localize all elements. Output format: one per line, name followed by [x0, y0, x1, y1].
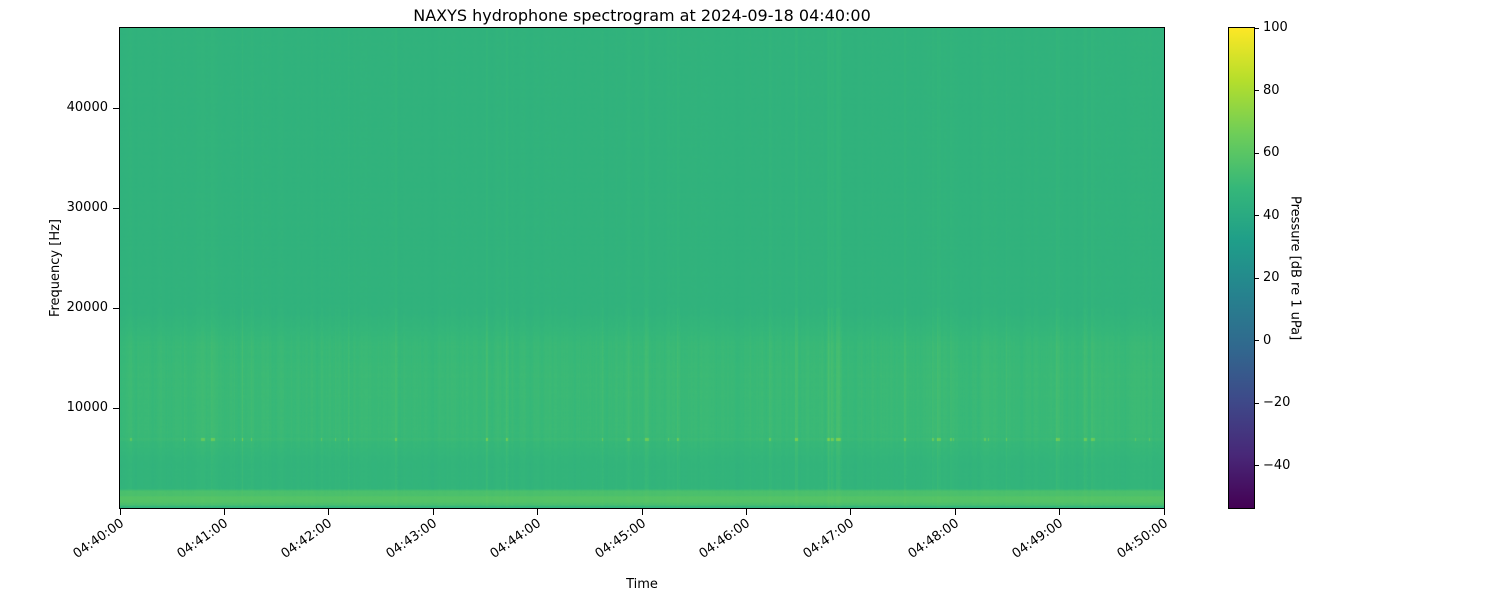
colorbar-tick-label: 60 — [1263, 145, 1280, 161]
spectrogram-heatmap — [120, 28, 1164, 508]
x-tick-mark — [537, 509, 539, 515]
x-tick-label: 04:41:00 — [174, 516, 232, 562]
colorbar-tick-mark — [1255, 465, 1259, 467]
y-tick-mark — [113, 307, 119, 309]
plot-area — [119, 27, 1165, 509]
colorbar-tick-label: 0 — [1263, 332, 1272, 348]
colorbar-tick-mark — [1255, 27, 1259, 29]
colorbar-label-wrap: Pressure [dB re 1 uPa] — [1284, 28, 1306, 508]
x-tick-label: 04:42:00 — [278, 516, 336, 562]
x-tick-label: 04:50:00 — [1114, 516, 1171, 562]
x-tick-label: 04:49:00 — [1009, 516, 1067, 562]
x-axis-label: Time — [626, 577, 658, 592]
colorbar-tick-label: 20 — [1263, 270, 1280, 286]
x-tick-mark — [745, 509, 747, 515]
x-tick-label: 04:40:00 — [70, 516, 127, 562]
colorbar-label: Pressure [dB re 1 uPa] — [1287, 195, 1303, 341]
x-tick-mark — [641, 509, 643, 515]
x-tick-mark — [850, 509, 852, 515]
x-tick-label: 04:45:00 — [592, 516, 649, 562]
colorbar-tick-mark — [1255, 90, 1259, 92]
chart-title: NAXYS hydrophone spectrogram at 2024-09-… — [413, 6, 871, 25]
colorbar-tick-label: −20 — [1263, 395, 1291, 411]
colorbar-tick-label: 100 — [1263, 20, 1288, 35]
y-axis-label-wrap: Frequency [Hz] — [44, 28, 66, 508]
x-tick-label: 04:48:00 — [905, 516, 962, 562]
colorbar-tick-mark — [1255, 277, 1259, 279]
y-tick-label: 30000 — [66, 200, 108, 215]
colorbar-tick-mark — [1255, 152, 1259, 154]
colorbar-tick-mark — [1255, 215, 1259, 217]
x-tick-mark — [328, 509, 330, 515]
colorbar-tick-label: −40 — [1263, 457, 1291, 473]
y-tick-label: 20000 — [66, 300, 108, 315]
x-tick-mark — [1059, 509, 1061, 515]
x-tick-label: 04:43:00 — [383, 516, 440, 562]
colorbar-tick-label: 80 — [1263, 82, 1280, 98]
x-tick-mark — [1163, 509, 1165, 515]
y-tick-label: 40000 — [66, 100, 108, 115]
x-tick-label: 04:44:00 — [487, 516, 545, 562]
colorbar — [1228, 27, 1255, 509]
colorbar-tick-mark — [1255, 402, 1259, 404]
x-tick-mark — [223, 509, 225, 515]
colorbar-tick-label: 40 — [1263, 207, 1280, 223]
y-tick-label: 10000 — [66, 400, 108, 415]
y-tick-mark — [113, 407, 119, 409]
colorbar-tick-mark — [1255, 340, 1259, 342]
x-tick-mark — [432, 509, 434, 515]
y-tick-mark — [113, 107, 119, 109]
x-tick-label: 04:47:00 — [800, 516, 858, 562]
y-tick-mark — [113, 207, 119, 209]
x-tick-label: 04:46:00 — [696, 516, 754, 562]
x-tick-mark — [954, 509, 956, 515]
x-tick-mark — [119, 509, 121, 515]
